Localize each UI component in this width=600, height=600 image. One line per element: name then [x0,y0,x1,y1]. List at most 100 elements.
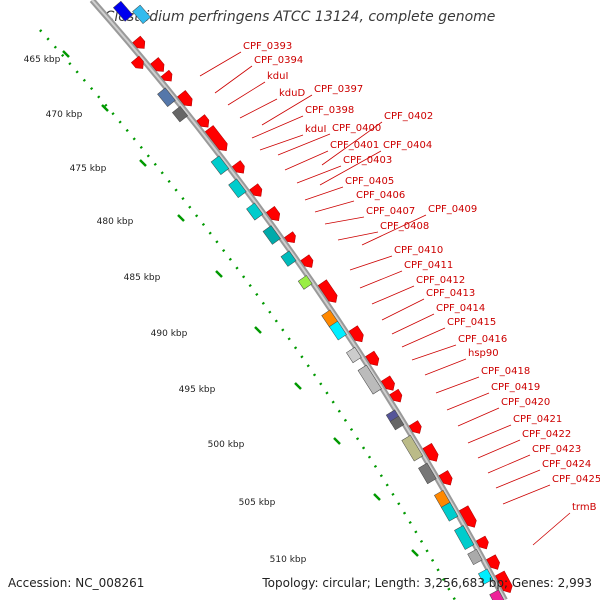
gene-label: CPF_0411 [404,260,453,271]
gene-label: CPF_0405 [345,176,394,187]
kbp-tick-label: 490 kbp [151,329,188,339]
gene-label: CPF_0425 [552,474,600,485]
kbp-tick-mark [411,549,419,557]
gene-box [246,202,264,221]
label-leader-line [424,358,467,376]
label-leader-line [337,231,379,241]
gene-box [357,364,382,395]
label-leader-line [214,65,253,94]
gene-label: CPF_0402 [384,111,433,122]
label-leader-line [532,512,571,546]
label-leader-line [284,150,329,171]
gene-arrow [204,125,228,151]
gene-arrow [458,505,477,528]
kbp-tick-label: 470 kbp [46,110,83,120]
gene-box [346,346,362,364]
accession-text: Accession: NC_008261 [8,576,145,590]
gene-label: CPF_0420 [501,397,550,408]
label-leader-line [361,214,427,246]
label-leader-line [259,134,304,151]
gene-label: CPF_0410 [394,245,443,256]
gene-label: kduI [267,71,288,82]
gene-arrow [422,442,439,462]
gene-label: CPF_0413 [426,288,475,299]
gene-box [262,225,281,245]
gene-label: CPF_0403 [343,155,392,166]
gene-label: CPF_0422 [522,429,571,440]
label-leader-line [401,327,446,348]
gene-arrow [132,35,146,49]
label-leader-line [296,165,342,184]
map-title: Clostridium perfringens ATCC 13124, comp… [104,9,496,25]
gene-arrow [317,279,338,303]
gene-arrow [475,535,489,550]
gene-label: CPF_0416 [458,334,507,345]
gene-label: CPF_0398 [305,105,354,116]
gene-label: kduI [305,124,326,135]
gene-box [328,320,347,341]
label-leader-line [411,344,457,361]
label-leader-line [487,454,531,474]
gene-label: CPF_0409 [428,204,477,215]
kbp-tick-label: 475 kbp [70,164,107,174]
label-leader-line [199,51,242,77]
gene-box [157,87,176,107]
gene-label: CPF_0393 [243,41,292,52]
gene-label: CPF_0407 [366,206,415,217]
kbp-tick-mark [254,326,262,334]
gene-arrow [486,554,500,570]
gene-arrow [130,55,144,69]
kbp-tick-mark [294,382,302,390]
genome-summary-text: Topology: circular; Length: 3,256,683 bp… [262,576,592,590]
kbp-tick-label: 500 kbp [208,440,245,450]
label-leader-line [495,469,541,489]
label-leader-line [371,285,415,305]
kbp-tick-mark [215,270,223,278]
gene-label: hsp90 [468,348,499,359]
label-leader-line [359,270,403,289]
label-leader-line [324,216,365,225]
gene-box [467,548,483,565]
label-leader-line [319,150,382,186]
kbp-tick-mark [139,159,147,167]
kbp-tick-mark [373,493,381,501]
kbp-tick-mark [101,104,109,112]
label-leader-line [502,484,551,505]
label-leader-line [349,255,393,271]
gene-box [454,525,475,550]
gene-box [172,105,189,123]
gene-label: CPF_0408 [380,221,429,232]
gene-arrow [249,183,263,197]
gene-box [478,568,494,585]
gene-box [280,250,297,267]
label-leader-line [277,133,331,156]
label-leader-line [239,98,278,119]
label-leader-line [457,407,500,427]
gene-arrow [160,69,173,82]
gene-label: CPF_0394 [254,55,303,66]
gene-label: kduD [279,88,305,99]
gene-label: CPF_0414 [436,303,485,314]
gene-arrow [495,570,513,594]
label-leader-line [314,200,355,213]
gene-arrow [266,206,281,221]
kbp-tick-mark [333,437,341,445]
backbone-highlight [91,0,506,600]
gene-arrow [438,470,453,486]
label-leader-line [261,94,313,126]
gene-arrow [348,325,364,343]
gene-label: trmB [572,502,597,513]
gene-arrow [300,254,314,268]
gene-box [297,275,313,290]
label-leader-line [251,115,304,139]
gene-label: CPF_0419 [491,382,540,393]
gene-arrow [150,57,165,72]
gene-label: CPF_0406 [356,190,405,201]
gene-box [228,178,247,199]
gene-arrow [284,231,296,244]
kbp-tick-group: 465 kbp 470 kbp 475 kbp 480 kbp 485 kbp 490 k… [24,50,419,565]
gene-box [401,434,424,462]
gene-arrow [408,420,422,434]
